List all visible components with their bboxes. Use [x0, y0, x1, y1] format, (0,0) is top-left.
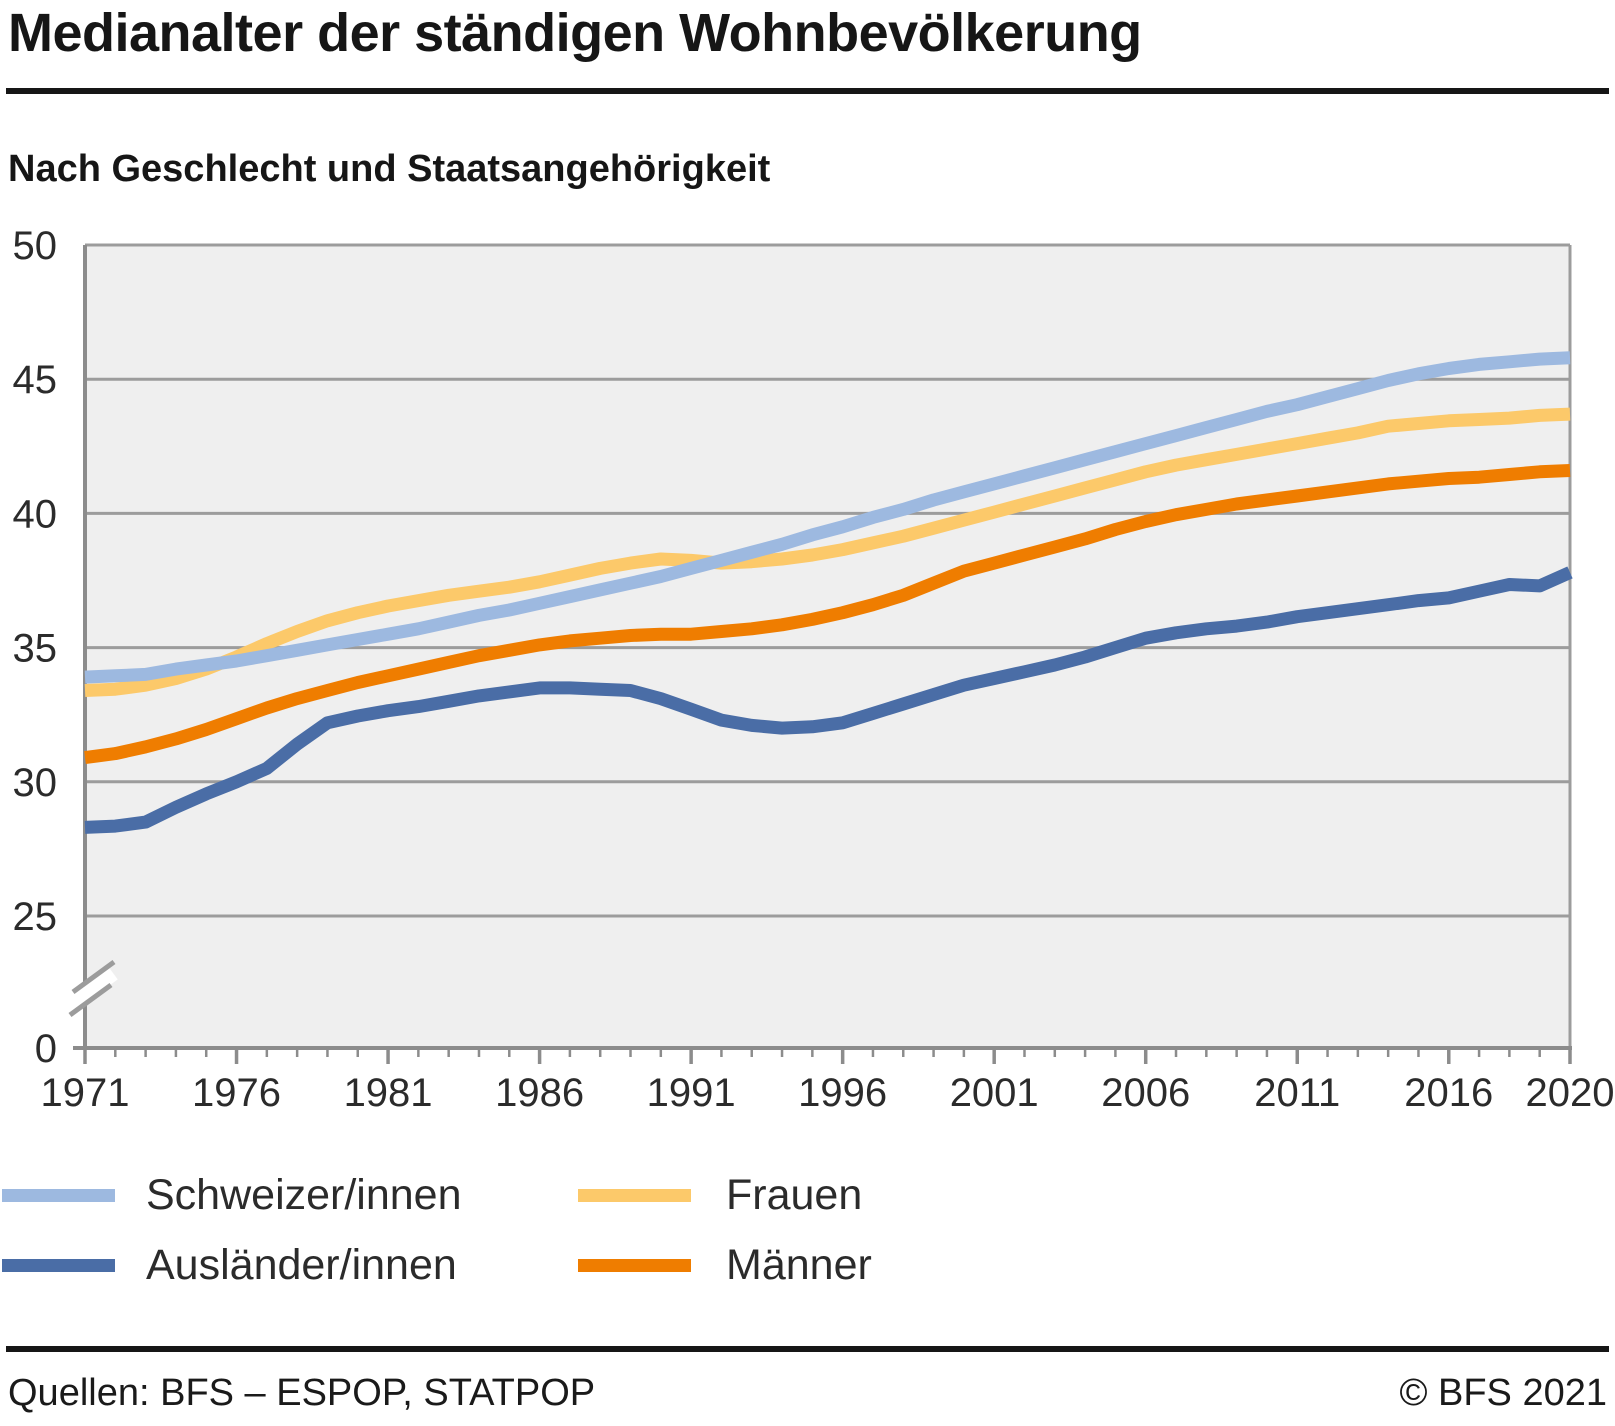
x-tick-label-2006: 2006: [1101, 1071, 1190, 1115]
y-tick-label-0: 0: [35, 1027, 57, 1071]
x-tick-label-1981: 1981: [344, 1071, 433, 1115]
legend-swatch-auslaender-innen: [2, 1258, 115, 1272]
legend-item-schweizer-innen: Schweizer/innen: [2, 1170, 462, 1219]
legend-swatch-schweizer-innen: [2, 1188, 115, 1202]
series-line-frauen: [84, 407, 1571, 697]
x-tick-label-1991: 1991: [647, 1071, 736, 1115]
x-tick-label-2001: 2001: [950, 1071, 1039, 1115]
legend-label: Ausländer/innen: [146, 1240, 457, 1289]
legend-label: Männer: [726, 1240, 872, 1289]
legend-swatch-maenner: [578, 1258, 691, 1272]
page-title: Medianalter der ständigen Wohnbevölkerun…: [8, 3, 1142, 63]
legend-label: Frauen: [726, 1170, 863, 1219]
x-tick-label-1976: 1976: [192, 1071, 281, 1115]
axis-break-gap: [66, 966, 118, 1011]
title-divider: [6, 88, 1609, 94]
y-tick-label-50: 50: [13, 224, 58, 268]
legend-item-frauen: Frauen: [578, 1170, 863, 1219]
x-tick-label-1986: 1986: [495, 1071, 584, 1115]
axis-break-slash: [68, 982, 113, 1018]
series-line-schweizer-innen: [84, 351, 1571, 684]
legend-item-auslaender-innen: Ausländer/innen: [2, 1240, 457, 1289]
footer-copyright: © BFS 2021: [1399, 1372, 1607, 1414]
legend-swatch-frauen: [578, 1188, 691, 1202]
legend-label: Schweizer/innen: [146, 1170, 462, 1219]
page-subtitle: Nach Geschlecht und Staatsangehörigkeit: [8, 148, 771, 190]
y-tick-label-40: 40: [13, 492, 58, 536]
y-tick-label-30: 30: [13, 761, 58, 805]
x-tick-label-2020: 2020: [1526, 1071, 1615, 1115]
y-tick-label-35: 35: [13, 627, 58, 671]
footer-sources: Quellen: BFS – ESPOP, STATPOP: [8, 1372, 596, 1414]
y-tick-label-25: 25: [13, 895, 58, 939]
x-tick-label-1996: 1996: [798, 1071, 887, 1115]
footer-divider: [6, 1346, 1609, 1352]
series-line-ausl-nder-innen: [84, 566, 1573, 834]
series-line-m-nner: [84, 464, 1571, 765]
axis-break-slash: [71, 959, 116, 995]
x-tick-label-2016: 2016: [1404, 1071, 1493, 1115]
y-tick-label-45: 45: [13, 358, 58, 402]
legend-item-maenner: Männer: [578, 1240, 872, 1289]
x-tick-label-2011: 2011: [1254, 1071, 1340, 1115]
x-tick-label-1971: 1971: [41, 1071, 130, 1115]
